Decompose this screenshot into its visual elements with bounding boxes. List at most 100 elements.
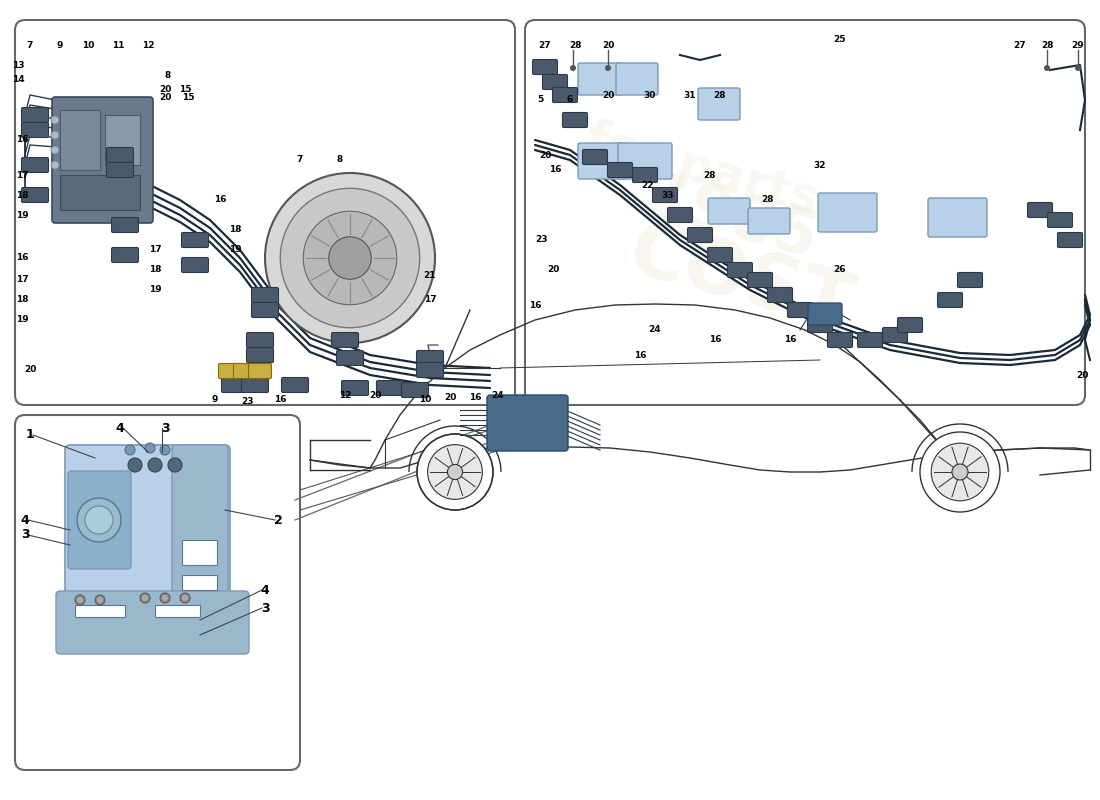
Circle shape [162, 595, 168, 601]
FancyBboxPatch shape [111, 247, 139, 262]
Text: 9: 9 [212, 395, 218, 405]
FancyBboxPatch shape [242, 378, 268, 393]
Bar [60, 110, 100, 170]
Text: 16: 16 [15, 254, 29, 262]
FancyBboxPatch shape [56, 591, 249, 654]
FancyBboxPatch shape [957, 273, 982, 287]
Bar [182, 575, 217, 590]
FancyBboxPatch shape [22, 122, 48, 138]
Text: 27: 27 [1014, 41, 1026, 50]
FancyBboxPatch shape [341, 381, 368, 395]
FancyBboxPatch shape [246, 333, 274, 347]
FancyBboxPatch shape [818, 193, 877, 232]
Text: 13: 13 [12, 61, 24, 70]
Bar [104, 115, 140, 165]
Text: 1985: 1985 [640, 169, 824, 271]
Circle shape [51, 146, 59, 154]
FancyBboxPatch shape [748, 208, 790, 234]
Text: 19: 19 [148, 286, 162, 294]
Text: 20: 20 [602, 90, 614, 99]
Text: 20: 20 [602, 41, 614, 50]
Text: 3: 3 [261, 602, 270, 614]
FancyBboxPatch shape [221, 378, 249, 393]
Text: 16: 16 [469, 394, 482, 402]
FancyBboxPatch shape [233, 363, 256, 378]
FancyBboxPatch shape [578, 143, 627, 179]
Circle shape [51, 116, 59, 124]
Text: 11: 11 [112, 41, 124, 50]
Circle shape [75, 595, 85, 605]
Text: 3: 3 [161, 422, 169, 434]
FancyBboxPatch shape [107, 147, 133, 162]
FancyBboxPatch shape [182, 258, 209, 273]
FancyBboxPatch shape [928, 198, 987, 237]
Text: 8: 8 [165, 70, 172, 79]
FancyBboxPatch shape [618, 143, 672, 179]
FancyBboxPatch shape [1027, 202, 1053, 218]
Text: 1: 1 [25, 429, 34, 442]
FancyBboxPatch shape [111, 218, 139, 233]
Circle shape [51, 131, 59, 139]
FancyBboxPatch shape [22, 158, 48, 173]
Text: 16: 16 [274, 395, 286, 405]
Text: 17: 17 [15, 170, 29, 179]
Text: 3: 3 [21, 529, 30, 542]
FancyBboxPatch shape [15, 415, 300, 770]
FancyBboxPatch shape [708, 198, 750, 224]
FancyBboxPatch shape [182, 233, 209, 247]
Circle shape [448, 464, 463, 480]
Circle shape [142, 595, 148, 601]
Text: 17: 17 [148, 246, 162, 254]
FancyBboxPatch shape [22, 107, 48, 122]
FancyBboxPatch shape [282, 378, 308, 393]
FancyBboxPatch shape [768, 287, 792, 302]
Circle shape [570, 65, 576, 71]
Text: 30: 30 [644, 90, 657, 99]
FancyBboxPatch shape [525, 20, 1085, 405]
Text: 7: 7 [26, 41, 33, 50]
Text: 29: 29 [1071, 41, 1085, 50]
Text: 18: 18 [15, 295, 29, 305]
Text: 28: 28 [569, 41, 581, 50]
Circle shape [128, 458, 142, 472]
Text: 26: 26 [834, 266, 846, 274]
Text: 20: 20 [443, 394, 456, 402]
Text: 15: 15 [178, 86, 191, 94]
FancyBboxPatch shape [65, 445, 230, 595]
Text: 6: 6 [566, 95, 573, 105]
Text: 25: 25 [834, 35, 846, 45]
Text: 16: 16 [15, 135, 29, 145]
Text: 20: 20 [158, 86, 172, 94]
Text: 2: 2 [274, 514, 283, 526]
FancyBboxPatch shape [15, 20, 515, 405]
FancyBboxPatch shape [707, 247, 733, 262]
Circle shape [920, 432, 1000, 512]
Circle shape [180, 593, 190, 603]
FancyBboxPatch shape [552, 87, 578, 102]
Circle shape [428, 445, 483, 499]
FancyBboxPatch shape [652, 187, 678, 202]
Text: 9: 9 [57, 41, 63, 50]
Text: 20: 20 [539, 150, 551, 159]
FancyBboxPatch shape [562, 113, 587, 127]
Circle shape [168, 458, 182, 472]
Text: 33: 33 [662, 190, 674, 199]
FancyBboxPatch shape [402, 382, 429, 398]
Circle shape [417, 434, 493, 510]
FancyBboxPatch shape [668, 207, 693, 222]
FancyBboxPatch shape [532, 59, 558, 74]
FancyBboxPatch shape [487, 395, 568, 451]
Circle shape [148, 458, 162, 472]
Circle shape [51, 161, 59, 169]
Circle shape [1075, 65, 1081, 71]
Text: 20: 20 [1076, 370, 1088, 379]
Circle shape [952, 464, 968, 480]
Text: 20: 20 [158, 94, 172, 102]
Bar [182, 540, 217, 565]
Text: 19: 19 [15, 210, 29, 219]
FancyBboxPatch shape [827, 333, 853, 347]
Text: 8: 8 [337, 155, 343, 165]
FancyBboxPatch shape [172, 445, 228, 606]
FancyBboxPatch shape [607, 162, 632, 178]
FancyBboxPatch shape [52, 97, 153, 223]
